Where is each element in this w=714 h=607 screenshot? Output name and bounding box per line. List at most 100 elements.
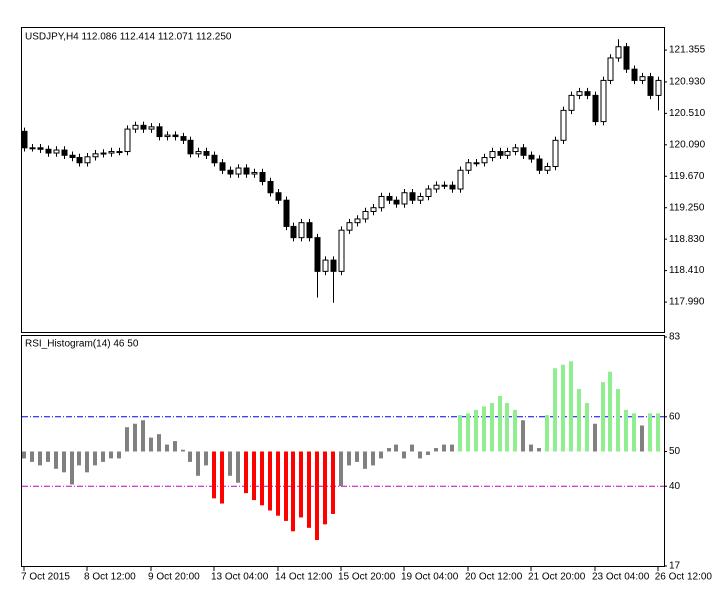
candle-body [164,134,171,138]
candle-body [449,184,456,190]
rsi-bar [474,409,478,452]
rsi-bar [466,413,470,452]
candle-body [53,149,60,154]
candle-body [417,195,424,201]
candle-body [100,152,107,155]
candle-body [124,128,131,153]
x-tick-label: 7 Oct 2015 [21,572,70,583]
x-tick-label: 20 Oct 12:00 [465,572,523,583]
candle-body [251,172,258,175]
rsi-bar [458,415,462,452]
candle-body [298,222,305,239]
candle-body [536,158,543,171]
candle-body [148,126,155,130]
candle-body [655,79,662,96]
y-tick-label: 118.830 [669,234,705,245]
rsi-bar [363,451,367,469]
rsi-bar [149,437,153,452]
rsi-bar [347,451,351,466]
candle-body [227,169,234,175]
candle-body [92,153,99,158]
rsi-bar [299,451,303,518]
candle-body [600,79,607,123]
candle-body [647,76,654,96]
y-tick-label: 50 [669,446,681,457]
rsi-bar [157,434,161,452]
rsi-bar [402,451,406,459]
candle-body [425,188,432,197]
candle-body [275,192,282,201]
x-tick-label: 15 Oct 20:00 [338,572,396,583]
y-tick-label: 117.990 [669,297,705,308]
rsi-bar [38,451,42,466]
candle-body [306,222,313,239]
rsi-bar [244,451,248,494]
rsi-bar [434,448,438,452]
rsi-bar [236,451,240,483]
rsi-bar [125,427,129,452]
candle-body [560,109,567,141]
candle-body [528,154,535,160]
candle-body [37,147,44,150]
rsi-bar [323,451,327,525]
candle-body [235,167,242,175]
candle-body [607,57,614,81]
rsi-bar [569,361,573,452]
rsi-bar [490,402,494,452]
rsi-bar [276,451,280,516]
candle-body [259,172,266,182]
rsi-bar [521,420,525,452]
candle-body [180,136,187,141]
candle-body [61,149,68,156]
y-tick-label: 83 [669,332,681,343]
candle-body [378,195,385,209]
candle-body [362,210,369,220]
candle-body [45,148,52,154]
candle-body [497,151,504,156]
candle-body [211,154,218,164]
rsi-bar [188,451,192,462]
rsi-bar [608,371,612,452]
candle-body [116,151,123,154]
rsi-bar [93,451,97,466]
candle-body [243,167,250,175]
rsi-bar [291,451,295,532]
rsi-bar [165,444,169,452]
candle-body [584,91,591,96]
rsi-bar [545,415,549,452]
candle-body [76,157,83,164]
rsi-bar [315,451,319,540]
rsi-bar [561,364,565,452]
rsi-bar [54,451,58,469]
rsi-bar [85,451,89,473]
rsi-bar [505,402,509,452]
candle-body [69,154,76,159]
candle-body [504,151,511,156]
candle-body [314,237,321,272]
rsi-bar [537,448,541,452]
rsi-bar [656,413,660,452]
x-tick-label: 14 Oct 12:00 [275,572,333,583]
rsi-bar [394,444,398,452]
candle-body [465,162,472,171]
y-tick-label: 121.355 [669,45,706,56]
rsi-bar [22,451,26,459]
rsi-bar [624,409,628,452]
rsi-bar [133,423,137,452]
x-tick-label: 19 Oct 04:00 [401,572,459,583]
rsi-bar [141,420,145,452]
candle-body [576,91,583,96]
candle-body [512,147,519,153]
candle-body [187,139,194,155]
candle-body [283,199,290,227]
candle-body [370,207,377,212]
rsi-bar [418,451,422,459]
x-tick-label: 23 Oct 04:00 [592,572,650,583]
candle-body [84,156,91,164]
candle-body [290,225,297,239]
x-tick-label: 8 Oct 12:00 [84,572,136,583]
candle-body [433,184,440,190]
candle-body [219,162,226,171]
candle-body [631,68,638,81]
